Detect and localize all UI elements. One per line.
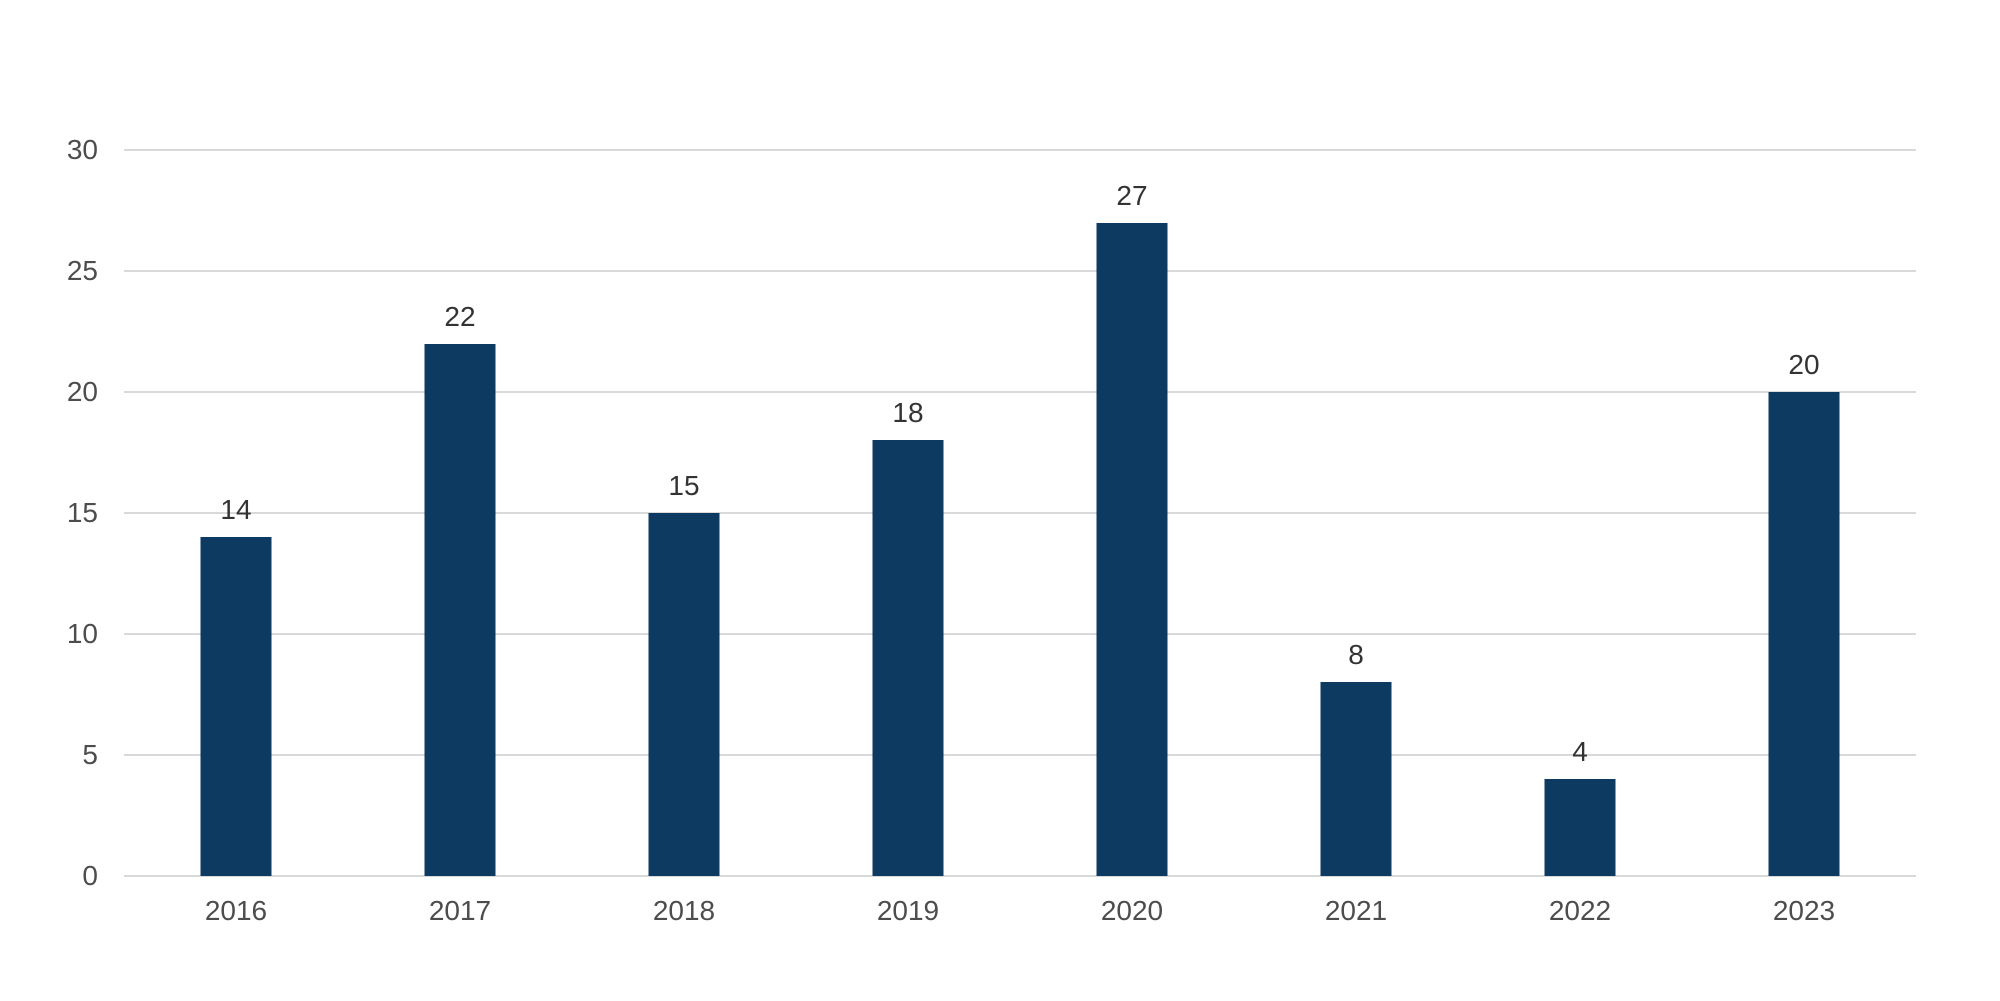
bar: [1096, 222, 1168, 876]
bar-value-label: 15: [668, 470, 700, 501]
gridline: [124, 149, 1916, 151]
bar-value-label: 4: [1572, 736, 1588, 768]
gridline: [124, 512, 1916, 514]
gridline: [124, 754, 1916, 756]
bar: [648, 513, 720, 876]
bar: [1768, 392, 1840, 876]
plot-area: 14 22 15 18 27 8 4 20: [124, 150, 1916, 876]
y-tick-label: 15: [66, 497, 98, 528]
x-tick-label: 2020: [1100, 895, 1164, 926]
y-tick-label: 10: [66, 618, 98, 649]
bar-band: 4: [1468, 150, 1692, 876]
bar-value-label: 18: [892, 397, 924, 429]
x-tick-label: 2023: [1772, 895, 1836, 926]
bar-band: 18: [796, 150, 1020, 876]
bar-value-label: 20: [1788, 349, 1820, 380]
bar-value-label: 14: [220, 494, 252, 526]
bar-band: 27: [1020, 150, 1244, 876]
x-tick-label: 2018: [652, 895, 716, 926]
y-tick-label: 25: [66, 255, 98, 286]
x-tick-label: 2021: [1324, 895, 1388, 926]
x-tick-label: 2022: [1548, 895, 1612, 926]
bar-band: 15: [572, 150, 796, 876]
bar: [1544, 779, 1616, 876]
bar-band: 8: [1244, 150, 1468, 876]
x-tick-label: 2017: [428, 895, 492, 926]
y-tick-label: 20: [66, 376, 98, 407]
gridline: [124, 633, 1916, 635]
bar: [1320, 682, 1392, 876]
bar-value-label: 8: [1348, 639, 1364, 671]
bar: [200, 537, 272, 876]
bar-band: 20: [1692, 150, 1916, 876]
bar-value-label: 22: [444, 300, 476, 332]
bar-value-label: 27: [1116, 179, 1148, 211]
y-tick-label: 0: [82, 860, 98, 891]
bar-band: 22: [348, 150, 572, 876]
x-tick-label: 2016: [204, 895, 268, 926]
gridline: [124, 270, 1916, 272]
bar: [424, 343, 496, 876]
x-tick-label: 2019: [876, 895, 940, 926]
gridline: [124, 391, 1916, 393]
bar: [872, 440, 944, 876]
y-tick-label: 30: [66, 134, 98, 165]
bar-band: 14: [124, 150, 348, 876]
gridline: [124, 875, 1916, 877]
y-tick-label: 5: [82, 739, 98, 770]
x-axis-tick-labels: 2016 2017 2018 2019 2020 2021 2022 2023: [124, 894, 1916, 934]
